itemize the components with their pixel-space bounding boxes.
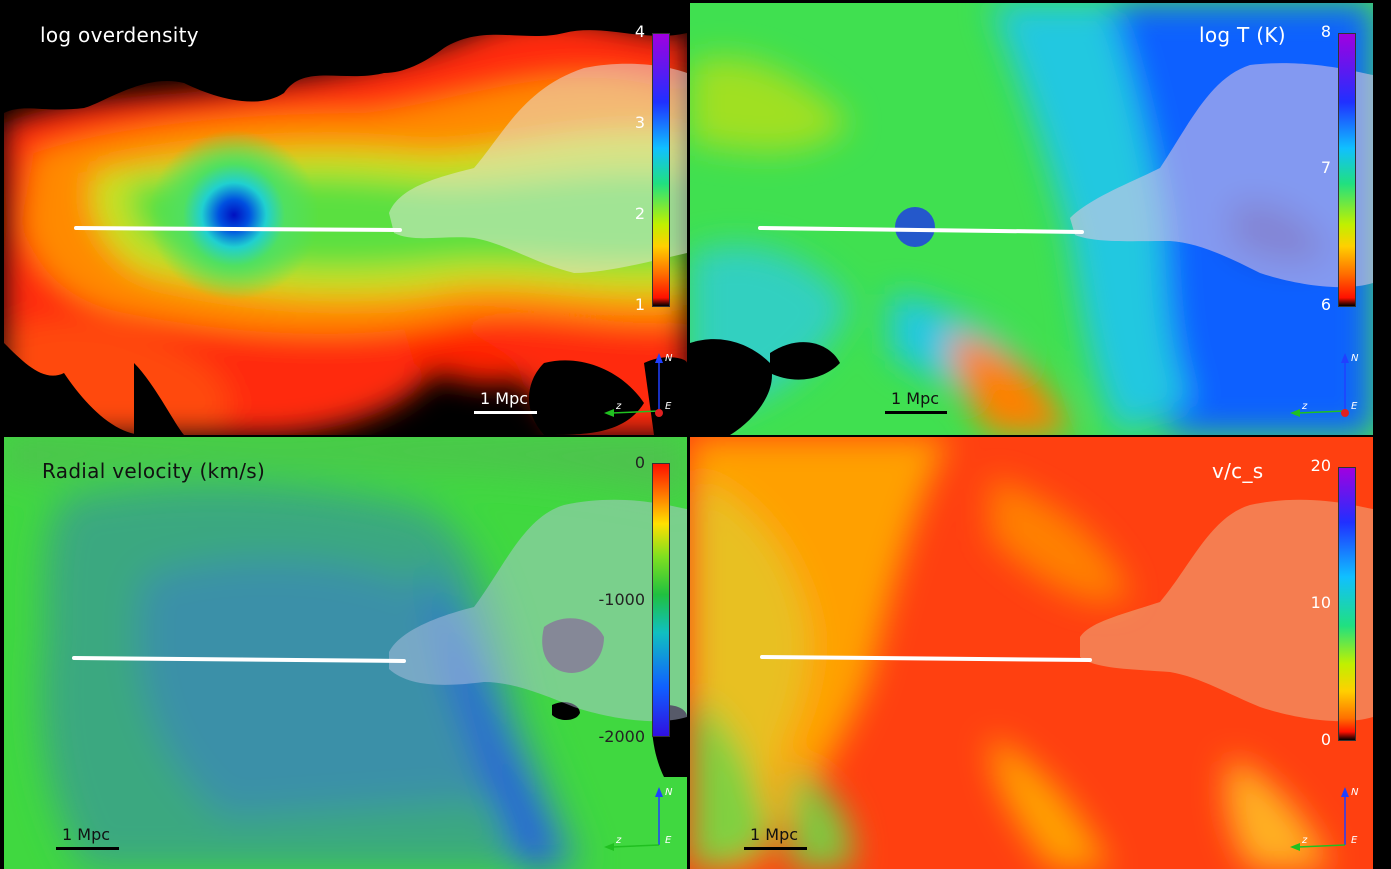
orientation-axes	[604, 353, 663, 417]
orientation-axes	[1290, 787, 1349, 851]
axis-label-n: N	[1351, 353, 1359, 364]
panel-mach-number: v/c_s 20 10 0 1 Mpc N z E	[690, 437, 1373, 869]
colorbar-tick: 4	[634, 22, 645, 41]
axis-label-z: z	[1302, 835, 1308, 846]
panel-title: Radial velocity (km/s)	[42, 459, 266, 483]
scale-bar-label: 1 Mpc	[480, 389, 529, 408]
axis-label-e: E	[1351, 835, 1358, 846]
colorbar-tick: 1	[634, 295, 645, 314]
colorbar	[652, 463, 670, 737]
colorbar-tick: -1000	[598, 590, 646, 609]
colorbar-tick: 6	[1320, 295, 1331, 314]
colorbar-tick: 8	[1320, 22, 1331, 41]
mach-number-map	[690, 437, 1373, 869]
colorbar-tick: 0	[1320, 730, 1331, 749]
colorbar-tick: 10	[1310, 593, 1331, 612]
colorbar-tick: 7	[1320, 158, 1331, 177]
colorbar-tick: 2	[634, 204, 645, 223]
orientation-axes	[1290, 353, 1349, 417]
axis-label-n: N	[665, 353, 673, 364]
panel-title: log overdensity	[40, 23, 199, 47]
axis-label-e: E	[1351, 401, 1358, 412]
axis-label-e: E	[665, 401, 672, 412]
radial-velocity-map	[4, 437, 687, 869]
panel-radial-velocity: Radial velocity (km/s) 0 -1000 -2000 1 M…	[4, 437, 687, 869]
axis-label-z: z	[1302, 401, 1308, 412]
scale-bar-label: 1 Mpc	[62, 825, 111, 844]
colorbar-tick: 3	[634, 113, 645, 132]
scale-bar-label: 1 Mpc	[750, 825, 799, 844]
colorbar	[1338, 467, 1356, 741]
colorbar	[652, 33, 670, 307]
colorbar-tick: 0	[634, 453, 645, 472]
axis-label-z: z	[616, 835, 622, 846]
axis-label-n: N	[1351, 787, 1359, 798]
panel-log-temperature: log T (K) 8 7 6 1 Mpc N z E	[690, 3, 1373, 435]
colorbar-tick: 20	[1310, 456, 1331, 475]
colorbar	[1338, 33, 1356, 307]
panel-title: v/c_s	[1212, 459, 1264, 483]
temperature-map	[690, 3, 1373, 435]
axis-label-n: N	[665, 787, 673, 798]
axis-label-z: z	[616, 401, 622, 412]
colorbar-tick: -2000	[598, 727, 646, 746]
orientation-axes	[604, 787, 663, 851]
scale-bar-label: 1 Mpc	[891, 389, 940, 408]
axis-label-e: E	[665, 835, 672, 846]
overdensity-map	[4, 3, 687, 435]
panel-log-overdensity: log overdensity 4 3 2 1 1 Mpc N z E	[4, 3, 687, 435]
panel-title: log T (K)	[1199, 23, 1286, 47]
